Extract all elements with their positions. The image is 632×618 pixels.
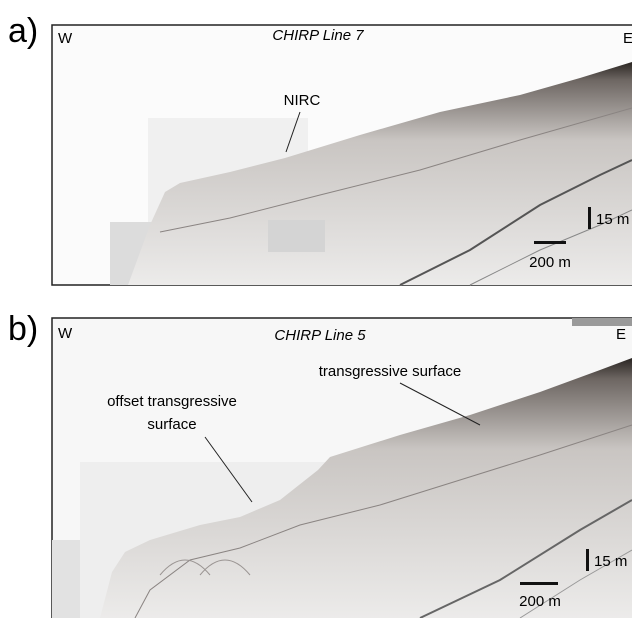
east-label: E — [616, 326, 626, 343]
profile-title: CHIRP Line 7 — [272, 27, 364, 44]
background-patch — [52, 540, 80, 618]
vertical-scale-label: 15 m — [596, 211, 629, 228]
annotation: NIRC — [284, 92, 321, 109]
east-label: E — [623, 30, 632, 47]
vertical-scale-label: 15 m — [594, 553, 627, 570]
data-gap — [268, 220, 325, 252]
horizontal-scale-label: 200 m — [519, 593, 561, 610]
background-patch — [572, 318, 632, 326]
horizontal-scale-bar — [520, 582, 558, 585]
annotation: offset transgressive — [107, 393, 237, 410]
profile-title: CHIRP Line 5 — [274, 327, 366, 344]
west-label: W — [58, 30, 73, 47]
horizontal-scale-bar — [534, 241, 566, 244]
panel-label: a) — [8, 12, 38, 50]
panel-b: b) W CHIRP Line 5 E transgressive surfac… — [8, 310, 632, 618]
panel-a: a) W CHIRP Line 7 E NIRC 15 m 200 m — [8, 12, 632, 285]
panel-label: b) — [8, 310, 38, 348]
vertical-scale-bar — [586, 549, 589, 571]
annotation: transgressive surface — [319, 363, 462, 380]
page: a) W CHIRP Line 7 E NIRC 15 m 200 m b) W… — [0, 0, 632, 618]
horizontal-scale-label: 200 m — [529, 254, 571, 271]
vertical-scale-bar — [588, 207, 591, 229]
figure: a) W CHIRP Line 7 E NIRC 15 m 200 m b) W… — [0, 0, 632, 618]
annotation: surface — [147, 416, 196, 433]
west-label: W — [58, 325, 73, 342]
